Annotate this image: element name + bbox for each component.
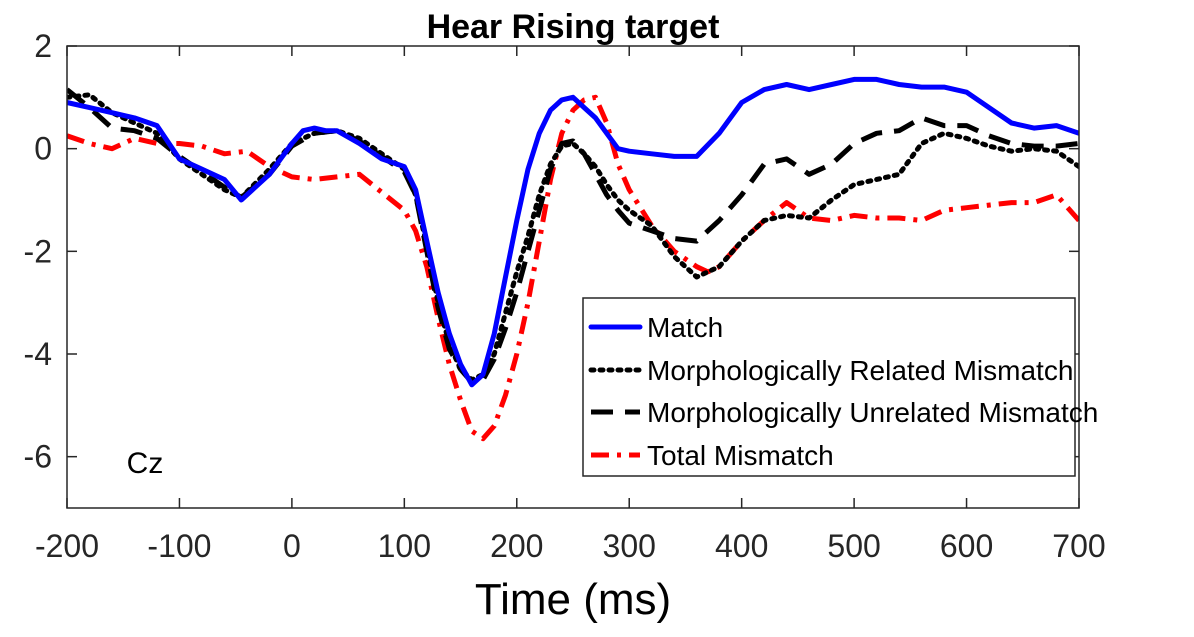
- series-line-0: [67, 76, 1079, 388]
- x-tick-label: 100: [378, 528, 431, 564]
- legend-label-3: Total Mismatch: [647, 440, 834, 471]
- y-tick-label: 0: [34, 131, 52, 167]
- x-tick-label: 300: [603, 528, 656, 564]
- x-tick-label: 600: [940, 528, 993, 564]
- axes-box: [66, 45, 1080, 509]
- x-tick-label: 0: [283, 528, 301, 564]
- x-tick-label: 400: [715, 528, 768, 564]
- y-tick-label: -4: [24, 336, 52, 372]
- chart-title: Hear Rising target: [427, 8, 720, 46]
- x-tick-label: -200: [35, 528, 99, 564]
- legend-label-1: Morphologically Related Mismatch: [647, 355, 1073, 386]
- legend-label-0: Match: [647, 312, 723, 343]
- series-line-3: [67, 94, 1079, 442]
- series-line-1: [67, 92, 1079, 383]
- legend-label-2: Morphologically Unrelated Mismatch: [647, 397, 1098, 428]
- x-tick-label: 700: [1052, 528, 1105, 564]
- legend-box: [582, 297, 1076, 477]
- x-tick-label: -100: [147, 528, 211, 564]
- x-tick-label: 500: [827, 528, 880, 564]
- x-tick-label: 200: [490, 528, 543, 564]
- y-tick-label: -2: [24, 233, 52, 269]
- y-tick-label: 2: [34, 28, 52, 64]
- x-axis-label: Time (ms): [475, 575, 671, 624]
- channel-annotation: Cz: [127, 447, 164, 480]
- y-tick-label: -6: [24, 439, 52, 475]
